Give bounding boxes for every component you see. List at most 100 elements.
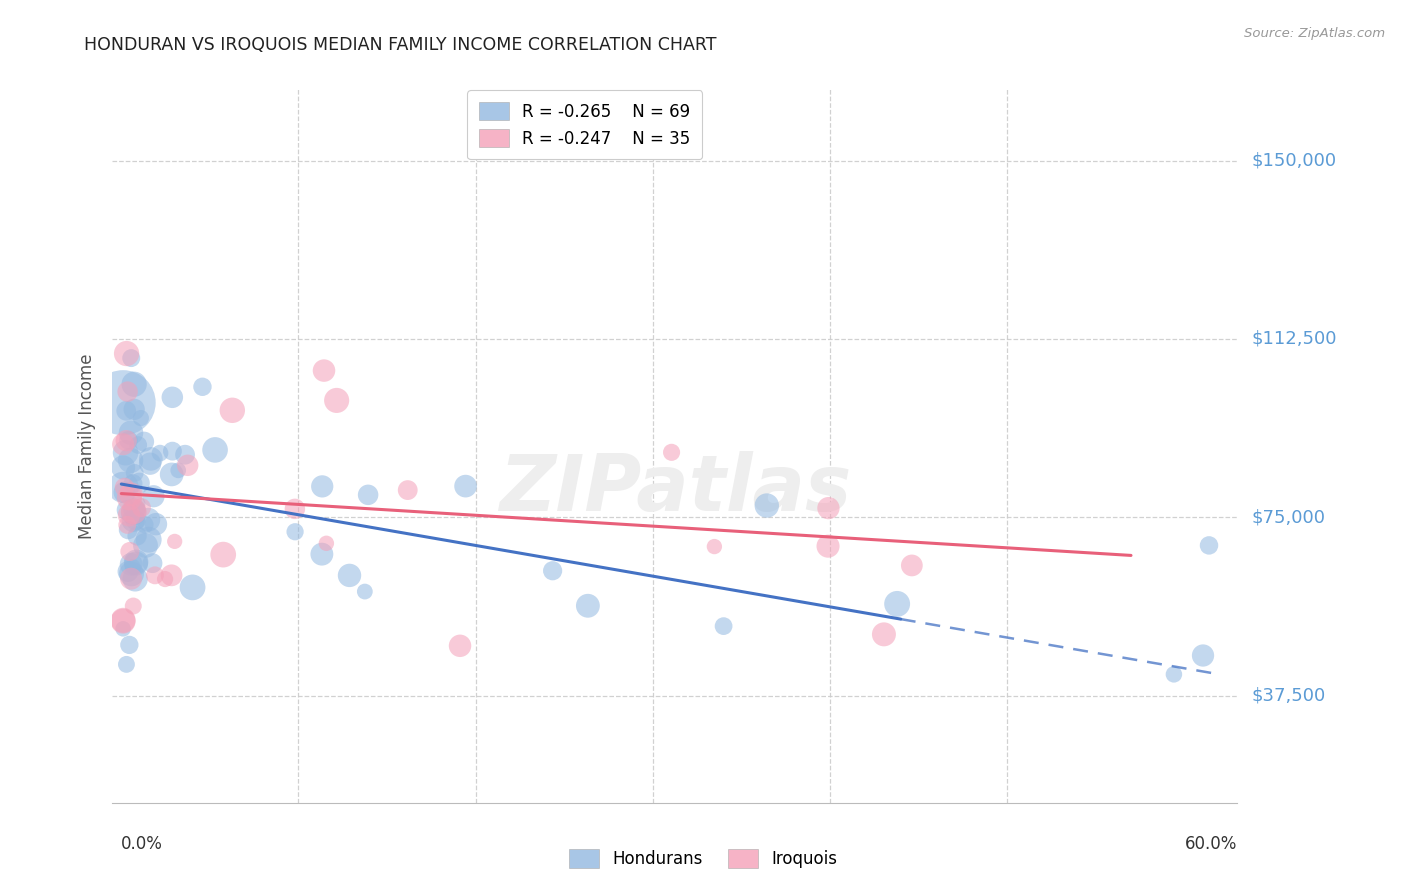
Point	[204, 442, 226, 457]
Point	[134, 538, 156, 552]
Y-axis label: Median Family Income: Median Family Income	[77, 353, 96, 539]
Point	[117, 434, 139, 448]
Point	[125, 555, 148, 569]
Point	[132, 434, 155, 449]
Point	[112, 395, 135, 409]
Point	[121, 566, 143, 581]
Point	[325, 393, 347, 408]
Point	[120, 425, 142, 440]
Point	[901, 558, 924, 573]
Point	[122, 514, 145, 528]
Point	[176, 458, 198, 473]
Point	[312, 363, 335, 377]
Point	[120, 572, 142, 586]
Legend: Hondurans, Iroquois: Hondurans, Iroquois	[562, 843, 844, 875]
Point	[122, 402, 145, 417]
Text: $37,500: $37,500	[1251, 687, 1326, 705]
Point	[162, 444, 184, 458]
Point	[713, 619, 735, 633]
Point	[873, 627, 896, 641]
Point	[284, 524, 307, 539]
Text: Source: ZipAtlas.com: Source: ZipAtlas.com	[1244, 27, 1385, 40]
Point	[114, 446, 136, 460]
Point	[142, 489, 165, 503]
Point	[115, 503, 138, 517]
Point	[174, 448, 197, 462]
Point	[115, 434, 138, 448]
Point	[181, 581, 204, 595]
Point	[138, 513, 160, 527]
Text: HONDURAN VS IROQUOIS MEDIAN FAMILY INCOME CORRELATION CHART: HONDURAN VS IROQUOIS MEDIAN FAMILY INCOM…	[84, 36, 717, 54]
Point	[117, 565, 139, 579]
Point	[143, 568, 166, 582]
Point	[191, 380, 214, 394]
Point	[160, 568, 183, 582]
Point	[122, 377, 145, 392]
Point	[115, 346, 138, 360]
Point	[817, 501, 839, 516]
Point	[149, 446, 172, 460]
Point	[118, 508, 141, 523]
Point	[128, 476, 150, 491]
Text: $75,000: $75,000	[1251, 508, 1326, 526]
Point	[124, 502, 146, 516]
Point	[1192, 648, 1215, 663]
Point	[163, 534, 186, 549]
Point	[112, 485, 135, 500]
Text: $150,000: $150,000	[1251, 152, 1336, 169]
Point	[120, 453, 142, 467]
Point	[122, 476, 145, 491]
Point	[115, 404, 138, 418]
Point	[357, 488, 380, 502]
Point	[145, 517, 167, 532]
Point	[117, 523, 139, 537]
Point	[125, 513, 148, 527]
Point	[339, 568, 361, 582]
Point	[127, 529, 149, 543]
Point	[124, 572, 146, 586]
Point	[141, 556, 163, 570]
Point	[120, 351, 142, 365]
Point	[755, 499, 778, 513]
Point	[129, 411, 152, 425]
Point	[120, 558, 142, 572]
Point	[160, 467, 183, 482]
Point	[284, 501, 307, 516]
Point	[124, 466, 146, 480]
Point	[127, 438, 149, 452]
Point	[112, 613, 135, 627]
Legend: R = -0.265    N = 69, R = -0.247    N = 35: R = -0.265 N = 69, R = -0.247 N = 35	[467, 90, 703, 160]
Point	[122, 599, 145, 613]
Point	[1163, 667, 1185, 681]
Point	[112, 460, 135, 475]
Point	[886, 597, 908, 611]
Point	[112, 622, 135, 636]
Point	[353, 584, 375, 599]
Point	[131, 500, 153, 515]
Point	[139, 457, 162, 471]
Point	[127, 497, 149, 511]
Point	[221, 403, 243, 417]
Point	[576, 599, 599, 613]
Point	[125, 557, 148, 571]
Point	[122, 506, 145, 520]
Text: 60.0%: 60.0%	[1185, 835, 1237, 853]
Point	[703, 540, 725, 554]
Point	[1198, 538, 1220, 552]
Point	[112, 480, 135, 494]
Point	[114, 480, 136, 494]
Point	[120, 487, 142, 501]
Point	[661, 445, 683, 459]
Point	[117, 384, 139, 399]
Point	[311, 547, 333, 561]
Point	[118, 638, 141, 652]
Point	[396, 483, 419, 497]
Point	[117, 517, 139, 532]
Point	[541, 564, 564, 578]
Point	[121, 560, 143, 574]
Point	[139, 451, 162, 466]
Point	[138, 533, 160, 547]
Point	[153, 572, 176, 586]
Point	[212, 548, 235, 562]
Point	[134, 517, 156, 532]
